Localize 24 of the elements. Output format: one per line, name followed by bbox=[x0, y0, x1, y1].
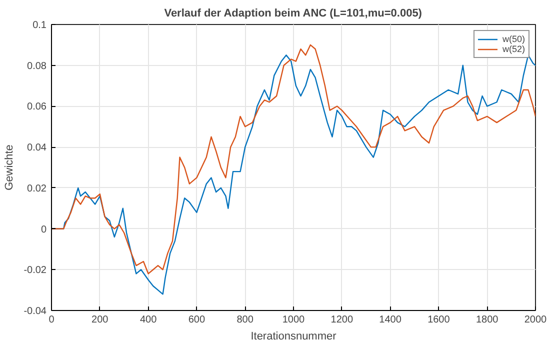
x-tick-label: 600 bbox=[188, 314, 206, 326]
x-tick-label: 1400 bbox=[379, 314, 402, 326]
y-tick-label: 0.06 bbox=[27, 102, 47, 113]
x-tick-label: 2000 bbox=[524, 314, 548, 326]
chart-title: Verlauf der Adaption beim ANC (L=101,mu=0.005) bbox=[164, 8, 422, 20]
y-tick-label: 0.02 bbox=[27, 183, 47, 194]
x-tick-label: 1600 bbox=[428, 314, 450, 326]
legend-label: w(52) bbox=[502, 44, 525, 54]
x-tick-label: 1000 bbox=[282, 314, 306, 326]
x-tick-label: 200 bbox=[92, 314, 109, 326]
y-tick-label: -0.04 bbox=[24, 306, 47, 317]
y-tick-label: 0.04 bbox=[27, 142, 47, 154]
y-tick-label: 0.08 bbox=[27, 60, 47, 72]
y-tick-label: 0 bbox=[40, 224, 47, 236]
legend-label: w(50) bbox=[502, 34, 525, 44]
x-tick-label: 800 bbox=[236, 314, 254, 326]
y-axis-title: Gewichte bbox=[4, 144, 16, 190]
x-tick-label: 0 bbox=[48, 314, 55, 326]
y-tick-label: 0.1 bbox=[32, 20, 47, 31]
y-tick-label: -0.02 bbox=[24, 265, 47, 276]
x-tick-label: 1800 bbox=[476, 314, 499, 326]
x-tick-label: 1200 bbox=[330, 314, 354, 326]
x-tick-label: 400 bbox=[140, 314, 158, 326]
x-axis-title: Iterationsnummer bbox=[250, 330, 337, 342]
